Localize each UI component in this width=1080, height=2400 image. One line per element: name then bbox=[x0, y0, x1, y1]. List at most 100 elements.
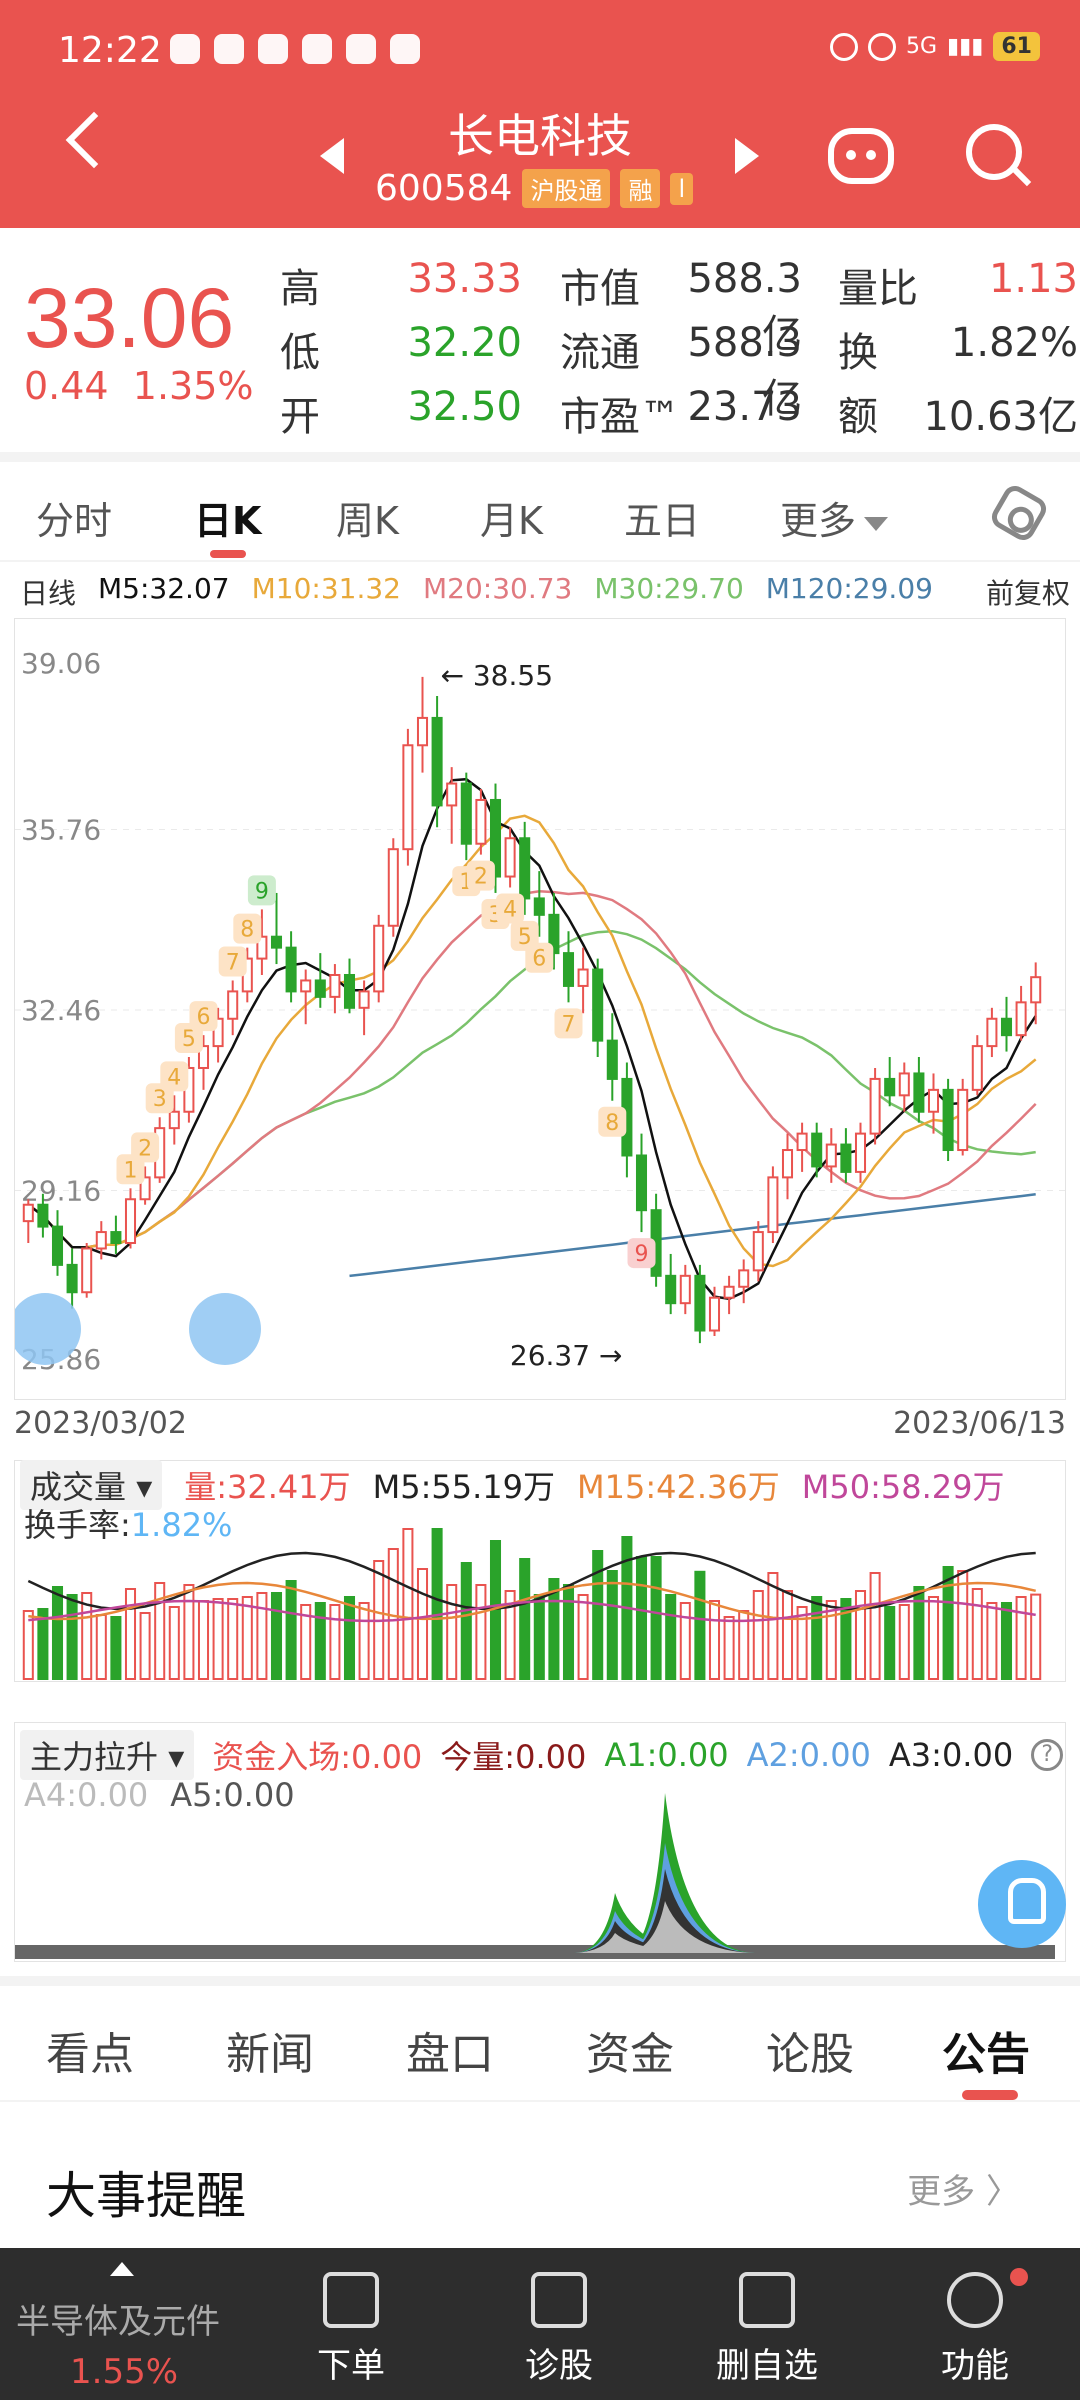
price-change: 0.44 1.35% bbox=[24, 364, 254, 408]
a4-spike bbox=[625, 1901, 755, 1953]
indicator-selector[interactable]: 主力拉升 ▾ bbox=[20, 1730, 195, 1780]
help-icon[interactable]: ? bbox=[1031, 1739, 1064, 1771]
tab-announcements[interactable]: 公告 bbox=[942, 2029, 1030, 2080]
tab-divider bbox=[0, 560, 1080, 562]
tab-orderbook[interactable]: 盘口 bbox=[406, 2029, 494, 2080]
ma10-value: M10:31.32 bbox=[251, 572, 401, 605]
candle-body bbox=[781, 1149, 794, 1179]
candle-body bbox=[270, 935, 283, 949]
tab-more[interactable]: 更多 bbox=[780, 490, 889, 545]
volume-bar bbox=[767, 1572, 779, 1680]
candle-body bbox=[212, 1017, 224, 1048]
vol-m15: M15:42.36万 bbox=[577, 1468, 780, 1506]
candle-body bbox=[402, 744, 414, 851]
tab-intraday[interactable]: 分时 bbox=[36, 499, 113, 543]
sequence-label: 6 bbox=[532, 947, 546, 972]
app-notify-icon bbox=[214, 34, 244, 64]
volume-panel[interactable] bbox=[14, 1460, 1066, 1682]
next-stock-icon[interactable] bbox=[735, 138, 759, 174]
diagnose-button[interactable]: 诊股 bbox=[484, 2272, 634, 2387]
candle-body bbox=[285, 946, 297, 993]
stock-code-row: 600584 沪股通 融 l bbox=[375, 168, 694, 209]
remove-watchlist-button[interactable]: 删自选 bbox=[692, 2272, 842, 2387]
order-button[interactable]: 下单 bbox=[276, 2272, 426, 2387]
stock-name: 长电科技 bbox=[448, 109, 632, 163]
volume-bar bbox=[898, 1604, 910, 1680]
volume-bar bbox=[694, 1570, 706, 1680]
main-force-panel[interactable] bbox=[14, 1722, 1066, 1962]
diagnose-label: 诊股 bbox=[525, 2346, 593, 2386]
candle-body bbox=[577, 968, 589, 987]
tab-highlights[interactable]: 看点 bbox=[46, 2029, 134, 2080]
tab-funds[interactable]: 资金 bbox=[586, 2029, 674, 2080]
y-axis-label: 29.16 bbox=[21, 1175, 101, 1208]
volume-bar bbox=[270, 1592, 283, 1680]
volume-bar bbox=[708, 1600, 721, 1680]
tab-weekly-k[interactable]: 周K bbox=[336, 499, 399, 543]
vol-ma15-line bbox=[28, 1581, 1036, 1621]
volume-bar bbox=[227, 1598, 239, 1680]
sequence-label: 7 bbox=[562, 1012, 576, 1037]
expand-up-icon[interactable] bbox=[110, 2262, 134, 2276]
candle-body bbox=[51, 1225, 64, 1266]
candle-body bbox=[81, 1247, 93, 1294]
volume-bar bbox=[51, 1586, 64, 1680]
adjust-mode[interactable]: 前复权 bbox=[985, 577, 1070, 610]
candle-body bbox=[927, 1088, 940, 1113]
sequence-label: 8 bbox=[240, 918, 254, 943]
volume-bar bbox=[402, 1528, 414, 1680]
tab-forum[interactable]: 论股 bbox=[766, 2029, 854, 2080]
current-price: 33.06 bbox=[24, 271, 235, 365]
sequence-badge bbox=[627, 1238, 656, 1269]
volume-bar bbox=[110, 1616, 122, 1680]
amount-value: 10.63亿 bbox=[923, 394, 1078, 440]
sector-name[interactable]: 半导体及元件 bbox=[16, 2302, 220, 2342]
sequence-label: 8 bbox=[605, 1111, 619, 1136]
main-force-legend: 主力拉升 ▾ 资金入场:0.00 今量:0.00 A1:0.00 A2:0.00… bbox=[20, 1730, 1064, 1780]
candle-body bbox=[329, 973, 341, 998]
candle-body bbox=[796, 1132, 808, 1152]
lightbulb-icon[interactable] bbox=[978, 1860, 1066, 1948]
low-label: 低 bbox=[280, 330, 320, 376]
volume-bar bbox=[1015, 1596, 1027, 1680]
tab-five-day[interactable]: 五日 bbox=[624, 499, 701, 543]
candle-body bbox=[1030, 976, 1042, 1004]
volume-bar bbox=[460, 1562, 472, 1680]
candle-body bbox=[168, 1110, 180, 1130]
battery-indicator: 61 bbox=[993, 32, 1040, 61]
sequence-label: 4 bbox=[503, 897, 517, 922]
turnover-value: 1.82% bbox=[950, 320, 1078, 366]
volume-bar bbox=[183, 1584, 195, 1680]
search-icon[interactable] bbox=[966, 124, 1022, 180]
volume-bar bbox=[869, 1572, 881, 1680]
volume-bar bbox=[475, 1584, 487, 1680]
candle-body bbox=[373, 924, 385, 993]
candle-body bbox=[504, 837, 516, 878]
candle-body bbox=[431, 716, 443, 807]
app-header: 12:22 5G ▮▮▮ 61 长电科技 600584 沪股通 融 l bbox=[0, 0, 1080, 228]
y-axis-label: 39.06 bbox=[21, 647, 101, 680]
ma20-value: M20:30.73 bbox=[422, 572, 573, 605]
sequence-label: 7 bbox=[226, 950, 240, 975]
chat-icon bbox=[390, 34, 420, 64]
active-tab-underline bbox=[962, 2090, 1018, 2100]
events-more-link[interactable]: 更多 〉 bbox=[907, 2172, 1020, 2212]
prev-stock-icon[interactable] bbox=[320, 138, 344, 174]
tab-news[interactable]: 新闻 bbox=[226, 2029, 314, 2080]
volume-bar bbox=[854, 1590, 867, 1680]
candle-body bbox=[679, 1274, 691, 1305]
candle-body bbox=[519, 837, 531, 900]
volume-selector[interactable]: 成交量 ▾ bbox=[20, 1460, 163, 1510]
candle-body bbox=[957, 1088, 969, 1152]
change-percent: 1.35% bbox=[132, 364, 254, 408]
volume-bar bbox=[66, 1594, 78, 1680]
sequence-badge bbox=[525, 942, 554, 973]
volume-bar bbox=[796, 1606, 808, 1680]
tab-monthly-k[interactable]: 月K bbox=[480, 499, 543, 543]
functions-button[interactable]: 功能 bbox=[900, 2272, 1050, 2387]
assistant-robot-icon[interactable] bbox=[828, 128, 894, 184]
system-status: 5G ▮▮▮ 61 bbox=[830, 32, 1040, 61]
tab-daily-k[interactable]: 日K bbox=[194, 499, 262, 543]
